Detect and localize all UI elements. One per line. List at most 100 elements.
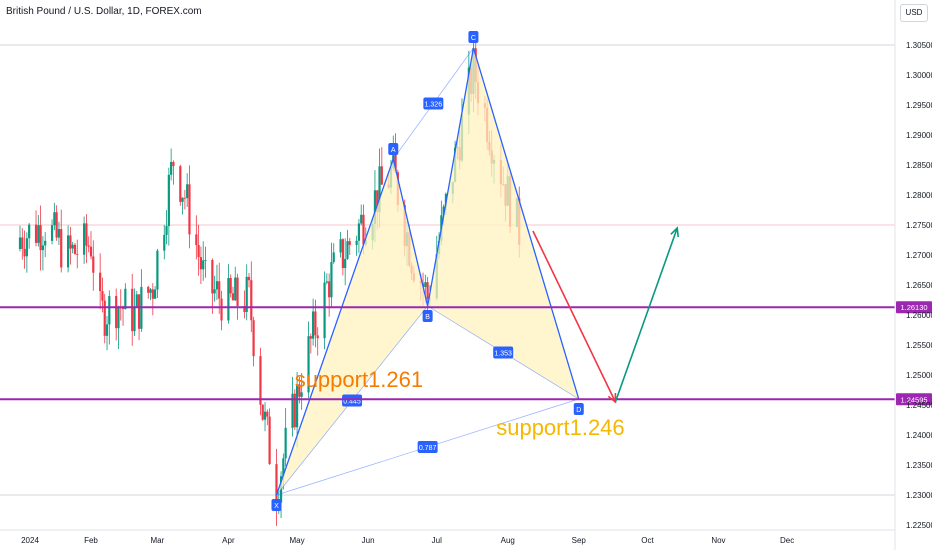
candle-body bbox=[259, 356, 262, 405]
candle-body bbox=[218, 281, 221, 299]
candle-body bbox=[355, 240, 358, 245]
candle-body bbox=[243, 305, 246, 312]
ratio-label: 0.787 bbox=[419, 445, 437, 452]
candle-body bbox=[348, 241, 351, 245]
harmonic-pattern[interactable]: 1.326 0.445 1.353 0.787 X A B C D bbox=[271, 31, 584, 511]
y-tick-label: 1.28500 bbox=[906, 161, 932, 170]
projection-arrow-down bbox=[532, 230, 617, 403]
candle-body bbox=[105, 324, 109, 336]
candle-body bbox=[69, 235, 72, 249]
candle-body bbox=[135, 294, 138, 307]
candle-body bbox=[188, 184, 191, 235]
candle-body bbox=[172, 161, 175, 167]
candle-body bbox=[60, 229, 63, 268]
candle-body bbox=[234, 277, 237, 301]
candle-body bbox=[266, 411, 269, 417]
price-badge-label: 1.26130 bbox=[900, 303, 927, 312]
candle-body bbox=[394, 148, 397, 173]
point-label-c: C bbox=[471, 35, 476, 42]
candle-body bbox=[376, 190, 379, 212]
ratio-label: 0.445 bbox=[343, 399, 361, 406]
candle-body bbox=[220, 298, 223, 321]
price-badge-label: 1.24595 bbox=[900, 395, 927, 404]
candle-body bbox=[227, 277, 230, 321]
x-tick-label: Jun bbox=[362, 536, 375, 545]
candle-body bbox=[261, 404, 264, 420]
candle-body bbox=[298, 384, 301, 397]
candle-body bbox=[83, 223, 86, 255]
x-tick-label: Oct bbox=[641, 536, 654, 545]
candle-body bbox=[307, 336, 310, 393]
point-label-box bbox=[422, 310, 433, 322]
y-tick-label: 1.23500 bbox=[906, 461, 932, 470]
candle-body bbox=[360, 214, 363, 224]
candle-body bbox=[99, 272, 102, 292]
candle-body bbox=[66, 235, 70, 268]
candle-body bbox=[28, 224, 31, 239]
candle-body bbox=[151, 289, 154, 299]
candle-body bbox=[115, 296, 118, 329]
candle-body bbox=[263, 411, 267, 420]
x-tick-label: Apr bbox=[222, 536, 235, 545]
candle-body bbox=[18, 237, 22, 249]
ratio-label-box bbox=[423, 97, 444, 110]
candle-body bbox=[165, 226, 168, 235]
candle-body bbox=[23, 248, 26, 257]
projection-arrow-up bbox=[614, 227, 678, 403]
candle-body bbox=[252, 320, 255, 357]
point-label-x: X bbox=[274, 503, 279, 510]
candle-body bbox=[25, 238, 28, 257]
ratio-label: 1.353 bbox=[494, 351, 512, 358]
point-label-box bbox=[573, 403, 584, 415]
y-tick-label: 1.27000 bbox=[906, 251, 932, 260]
candle-body bbox=[87, 245, 90, 247]
x-tick-label: Nov bbox=[711, 536, 725, 545]
candle-body bbox=[53, 212, 56, 226]
candle-body bbox=[309, 336, 312, 339]
y-tick-label: 1.30000 bbox=[906, 71, 932, 80]
candle-body bbox=[325, 281, 328, 283]
candle-body bbox=[332, 252, 335, 263]
x-tick-label: Aug bbox=[501, 536, 515, 545]
candle-body bbox=[247, 276, 251, 281]
candle-body bbox=[137, 294, 141, 329]
price-badge bbox=[896, 301, 932, 314]
candle-body bbox=[328, 281, 331, 298]
candle-body bbox=[268, 416, 271, 465]
overlays: 1.26130 1.24595 support1.261 support1.246 bbox=[0, 226, 932, 440]
pattern-fill-xab bbox=[276, 159, 428, 495]
y-tick-label: 1.23000 bbox=[906, 491, 932, 500]
candle-body bbox=[57, 229, 61, 238]
candle-body bbox=[293, 393, 296, 428]
candle-body bbox=[183, 197, 186, 199]
y-tick-label: 1.30500 bbox=[906, 41, 932, 50]
x-tick-label: Sep bbox=[572, 536, 587, 545]
candle-body bbox=[133, 306, 136, 332]
candle-body bbox=[73, 244, 77, 254]
candle-body bbox=[71, 244, 74, 249]
candle-body bbox=[312, 311, 315, 339]
candle-body bbox=[245, 276, 248, 312]
candle-body bbox=[37, 225, 40, 243]
y-tick-label: 1.26000 bbox=[906, 311, 932, 320]
candle-body bbox=[89, 246, 93, 257]
candle-body bbox=[124, 288, 127, 310]
candle-body bbox=[85, 223, 88, 246]
y-tick-label: 1.28000 bbox=[906, 191, 932, 200]
y-tick-label: 1.24500 bbox=[906, 401, 932, 410]
candle-body bbox=[236, 277, 239, 306]
candle-body bbox=[295, 384, 299, 428]
candle-body bbox=[284, 427, 287, 459]
currency-button[interactable]: USD bbox=[900, 4, 928, 22]
point-label-b: B bbox=[425, 314, 430, 321]
candle-body bbox=[121, 308, 125, 310]
candle-body bbox=[215, 281, 219, 290]
candle-body bbox=[231, 293, 235, 301]
ratio-label-box bbox=[342, 394, 363, 407]
candle-body bbox=[211, 260, 214, 294]
candle-body bbox=[21, 237, 24, 249]
candle-body bbox=[197, 245, 200, 258]
candle-body bbox=[424, 282, 427, 288]
candle-body bbox=[344, 258, 347, 269]
